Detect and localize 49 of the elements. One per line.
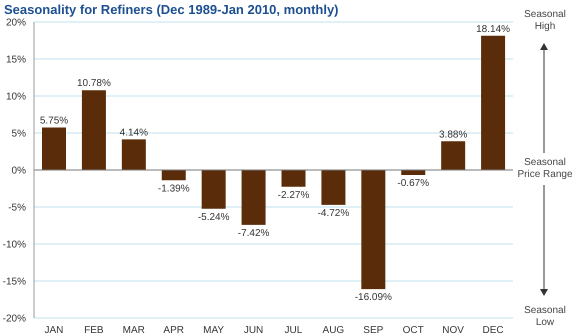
y-tick-label: -20% <box>2 314 26 325</box>
bar <box>242 170 266 225</box>
bar <box>282 170 306 187</box>
x-tick-label: AUG <box>322 325 344 336</box>
bar <box>42 127 66 170</box>
bar <box>401 170 426 175</box>
y-tick-label: -5% <box>8 202 26 214</box>
bar <box>321 170 346 205</box>
y-tick-label: 10% <box>6 92 26 103</box>
data-label: -5.24% <box>198 212 230 223</box>
data-label: 10.78% <box>76 78 111 90</box>
bar <box>162 170 186 180</box>
text: Seasonal Low <box>523 305 567 329</box>
x-tick-label: FEB <box>84 325 104 336</box>
y-tick-label: -10% <box>2 240 26 251</box>
bar <box>361 170 386 290</box>
data-label: 5.75% <box>40 115 68 126</box>
bar <box>481 36 506 170</box>
data-label: 18.14% <box>476 24 510 35</box>
x-tick-label: JUL <box>284 325 303 336</box>
y-tick-label: -15% <box>2 276 26 288</box>
y-tick-label: 0% <box>12 166 26 177</box>
y-tick-label: 20% <box>6 18 26 29</box>
data-label: -16.09% <box>354 292 392 304</box>
x-tick-label: SEP <box>363 325 384 336</box>
data-label: 3.88% <box>438 129 468 140</box>
bar <box>82 90 106 170</box>
y-tick-label: 5% <box>12 128 26 140</box>
bar <box>441 141 466 170</box>
x-tick-label: NOV <box>442 325 464 336</box>
x-tick-label: MAR <box>122 325 145 336</box>
data-label: -2.27% <box>278 190 310 201</box>
data-label: -0.67% <box>397 178 430 189</box>
y-tick-label: 15% <box>6 54 26 66</box>
data-label: -7.42% <box>238 228 270 239</box>
text: Seasonal High <box>523 9 567 33</box>
x-tick-label: JAN <box>44 325 64 336</box>
text: Seasonal Price Range <box>517 157 573 181</box>
x-tick-label: MAY <box>203 325 224 336</box>
data-label: -1.39% <box>158 183 190 194</box>
bar <box>202 170 226 209</box>
data-label: -4.72% <box>318 208 350 219</box>
x-tick-label: OCT <box>402 325 424 336</box>
bar <box>122 139 146 170</box>
data-label: 4.14% <box>120 127 148 138</box>
x-tick-label: DEC <box>482 325 504 336</box>
chart-title: Seasonality for Refiners (Dec 1989-Jan 2010, monthly) <box>4 2 339 17</box>
x-tick-label: APR <box>163 325 184 336</box>
x-tick-label: JUN <box>244 325 264 336</box>
